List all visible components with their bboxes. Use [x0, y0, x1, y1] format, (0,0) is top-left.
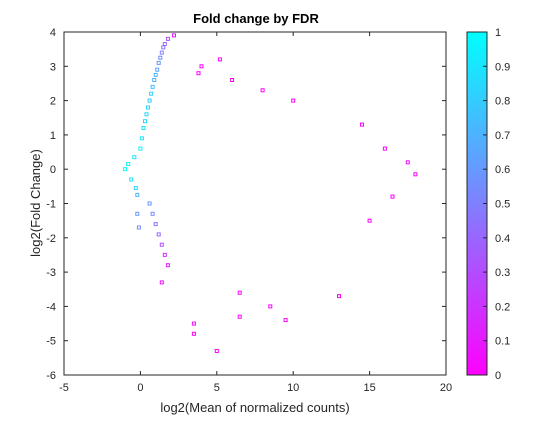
data-point	[159, 50, 164, 55]
y-tick-label: -3	[46, 267, 56, 279]
y-tick-label: 3	[50, 61, 56, 73]
data-point	[199, 64, 204, 69]
data-point	[146, 105, 150, 110]
data-point	[162, 252, 167, 257]
data-point	[405, 160, 410, 165]
data-point	[237, 314, 242, 319]
data-point	[150, 84, 155, 89]
data-point	[268, 304, 273, 309]
y-tick-label: 0	[50, 164, 56, 176]
x-axis-label: log2(Mean of normalized counts)	[160, 400, 349, 415]
data-point	[143, 119, 147, 124]
colorbar-tick-label: 0.3	[495, 267, 510, 279]
data-point	[135, 211, 140, 216]
x-tick-label: 10	[287, 382, 299, 394]
data-point	[237, 290, 242, 295]
data-point	[191, 331, 196, 336]
data-point	[156, 60, 161, 65]
y-axis-ticks: -6 -5 -4 -3 -2 -1 0 1 2 3 4	[46, 27, 446, 382]
data-point	[367, 218, 372, 223]
colorbar-tick-label: 0.9	[495, 61, 510, 73]
data-point	[123, 167, 128, 172]
colorbar-tick-label: 0.4	[495, 233, 510, 245]
x-tick-label: 0	[137, 382, 143, 394]
data-point	[132, 155, 137, 160]
y-tick-label: -5	[46, 336, 56, 348]
x-tick-label: 20	[440, 382, 452, 394]
data-point	[214, 349, 219, 353]
data-point	[144, 112, 149, 117]
data-point	[153, 72, 158, 77]
data-point	[162, 42, 167, 46]
colorbar-tick-label: 0.5	[495, 199, 510, 211]
colorbar-tick-label: 0.7	[495, 130, 510, 142]
colorbar-tick-label: 0.6	[495, 164, 510, 176]
data-point	[291, 98, 296, 103]
y-tick-label: -4	[46, 301, 56, 313]
data-point	[390, 194, 395, 199]
data-point	[139, 136, 144, 141]
data-point	[147, 98, 152, 103]
y-tick-label: 2	[50, 96, 56, 108]
data-point	[196, 71, 201, 76]
colorbar-tick-label: 0.8	[495, 96, 510, 108]
chart-title: Fold change by FDR	[193, 11, 319, 26]
data-point	[136, 225, 141, 230]
y-tick-label: -2	[46, 233, 56, 245]
data-point	[260, 88, 265, 93]
y-tick-label: -6	[46, 370, 56, 382]
x-axis-ticks: -5 0 5 10 15 20	[59, 32, 452, 394]
data-point	[147, 201, 152, 206]
y-tick-label: -1	[46, 199, 56, 211]
data-point	[159, 280, 164, 285]
data-point	[150, 211, 155, 216]
data-point	[138, 146, 143, 151]
data-point	[360, 122, 364, 127]
data-point	[156, 232, 161, 237]
data-point	[155, 67, 160, 72]
data-point	[126, 162, 131, 167]
colorbar-tick-label: 0.2	[495, 301, 510, 313]
data-point	[133, 186, 138, 191]
x-tick-label: 15	[363, 382, 375, 394]
data-point	[165, 36, 170, 41]
data-point	[165, 263, 170, 268]
data-point	[152, 78, 157, 82]
y-tick-label: 1	[50, 130, 56, 142]
data-point	[191, 321, 196, 326]
scatter-points	[123, 33, 418, 353]
data-point	[413, 172, 418, 177]
colorbar-tick-label: 0	[495, 370, 501, 382]
y-tick-label: 4	[50, 27, 56, 39]
colorbar-ticks: 0 0.1 0.2 0.3 0.4 0.5 0.6 0.7 0.8 0.9 1	[483, 27, 510, 382]
plot-area	[63, 31, 447, 376]
data-point	[283, 318, 288, 323]
data-point	[337, 294, 341, 299]
data-point	[230, 78, 235, 82]
colorbar-tick-label: 1	[495, 27, 501, 39]
data-point	[217, 57, 222, 62]
x-tick-label: 5	[214, 382, 220, 394]
colorbar-tick-label: 0.1	[495, 336, 510, 348]
x-tick-label: -5	[59, 382, 69, 394]
data-point	[149, 91, 154, 96]
data-point	[141, 126, 146, 130]
data-point	[135, 192, 140, 197]
data-point	[153, 222, 158, 227]
y-axis-label: log2(Fold Change)	[28, 149, 43, 257]
data-point	[382, 146, 387, 151]
data-point	[129, 177, 134, 182]
data-point	[159, 242, 164, 247]
data-point	[158, 55, 163, 60]
data-point	[172, 33, 176, 38]
